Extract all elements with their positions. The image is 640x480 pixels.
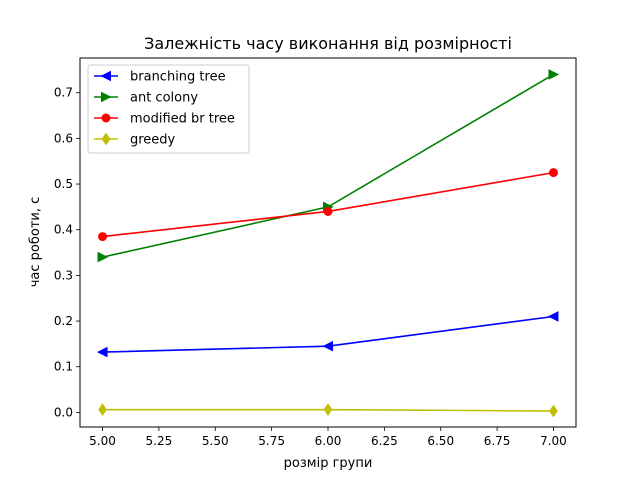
x-tick-label: 5.75 <box>258 434 285 448</box>
legend-item: modified br tree <box>94 112 235 127</box>
data-point <box>548 69 560 80</box>
legend: branching tree ant colony modified br tree… <box>87 64 250 154</box>
y-tick-label: 0.3 <box>54 268 73 282</box>
x-tick-label: 6.00 <box>315 434 342 448</box>
legend-item: ant colony <box>94 91 198 106</box>
y-tick-label: 0.4 <box>54 223 73 237</box>
y-tick-label: 0.5 <box>54 177 73 191</box>
legend-label: modified br tree <box>130 112 235 127</box>
series-ant-colony <box>97 69 560 263</box>
y-tick-label: 0.2 <box>54 314 73 328</box>
legend-marker <box>101 91 112 103</box>
data-point <box>97 251 109 263</box>
legend-marker <box>100 70 111 82</box>
data-point <box>98 232 108 242</box>
series-modified-br-tree <box>98 168 558 242</box>
data-point <box>98 403 107 417</box>
y-tick-label: 0.1 <box>54 360 73 374</box>
x-tick-label: 5.00 <box>89 434 116 448</box>
series-greedy <box>98 403 558 418</box>
data-point <box>548 168 558 178</box>
data-point <box>96 346 108 358</box>
chart-title: Залежність часу виконання від розмірност… <box>144 34 512 53</box>
y-axis-label: час роботи, с <box>28 197 43 288</box>
legend-label: greedy <box>130 133 176 148</box>
x-tick-label: 6.50 <box>427 434 454 448</box>
x-tick-label: 6.25 <box>371 434 398 448</box>
x-tick-label: 5.50 <box>202 434 229 448</box>
data-point <box>323 206 333 216</box>
series-branching-tree <box>96 311 559 358</box>
y-tick-label: 0.6 <box>54 131 73 145</box>
legend-box <box>87 64 250 154</box>
y-tick-label: 0.7 <box>54 86 73 100</box>
x-tick-label: 7.00 <box>540 434 567 448</box>
legend-marker <box>101 113 111 123</box>
plot-area: 5.00 5.25 5.50 5.75 6.00 6.25 6.50 6.75 7.00 0.0… <box>54 57 577 448</box>
y-tick-label: 0.0 <box>54 405 73 419</box>
legend-label: branching tree <box>130 70 226 85</box>
x-tick-label: 5.25 <box>146 434 173 448</box>
data-point <box>547 311 559 322</box>
y-axis-ticks: 0.0 0.1 0.2 0.3 0.4 0.5 0.6 0.7 <box>54 86 80 419</box>
legend-item: greedy <box>94 133 176 148</box>
data-point <box>323 403 333 417</box>
x-axis-ticks: 5.00 5.25 5.50 5.75 6.00 6.25 6.50 6.75 7.00 <box>89 427 567 448</box>
series-layer <box>96 69 560 418</box>
data-point <box>322 340 333 352</box>
x-axis-label: розмір групи <box>284 456 373 471</box>
data-point <box>549 404 558 418</box>
legend-marker <box>101 132 111 146</box>
legend-item: branching tree <box>94 70 226 85</box>
x-tick-label: 6.75 <box>484 434 511 448</box>
legend-label: ant colony <box>130 91 198 106</box>
